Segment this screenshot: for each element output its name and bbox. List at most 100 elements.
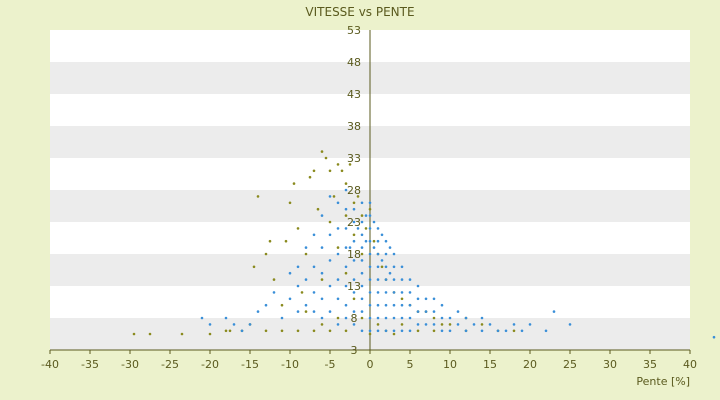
- data-point: [368, 316, 372, 320]
- data-point: [384, 329, 388, 333]
- data-point: [312, 233, 316, 237]
- data-point: [272, 291, 276, 294]
- data-point: [380, 265, 384, 269]
- x-tick-label: 0: [367, 358, 374, 371]
- data-point: [368, 332, 372, 336]
- data-point: [328, 233, 332, 237]
- data-point: [408, 303, 412, 307]
- y-tick-label: 33: [347, 152, 361, 165]
- data-point: [344, 316, 348, 320]
- data-point: [392, 332, 396, 336]
- data-point: [448, 329, 452, 333]
- data-point: [544, 329, 548, 333]
- data-point: [312, 329, 316, 333]
- data-point: [336, 163, 340, 166]
- data-point: [200, 316, 204, 320]
- data-point: [440, 323, 444, 326]
- data-point: [352, 297, 356, 301]
- data-point: [400, 303, 404, 307]
- data-point: [400, 278, 404, 281]
- data-point: [400, 265, 404, 269]
- data-point: [300, 291, 304, 294]
- data-point: [344, 182, 348, 185]
- data-point: [264, 303, 268, 307]
- data-point: [364, 214, 368, 217]
- data-point: [380, 233, 384, 237]
- data-point: [372, 239, 376, 243]
- data-point: [384, 265, 388, 269]
- data-point: [336, 252, 340, 256]
- data-point: [344, 246, 348, 249]
- data-point: [416, 297, 420, 301]
- x-tick-label: 30: [603, 358, 617, 371]
- data-point: [280, 303, 284, 307]
- y-tick-label: 8: [351, 312, 358, 325]
- data-point: [480, 329, 484, 333]
- data-point: [432, 329, 436, 333]
- data-point: [348, 246, 352, 249]
- data-point: [228, 329, 232, 333]
- data-point: [344, 227, 348, 230]
- data-point: [480, 323, 484, 326]
- data-point: [448, 323, 452, 326]
- data-point: [360, 214, 364, 217]
- data-point: [252, 265, 256, 269]
- data-point: [344, 284, 348, 288]
- data-point: [376, 291, 380, 294]
- data-point: [376, 239, 380, 243]
- data-point: [488, 323, 492, 326]
- data-point: [320, 323, 324, 326]
- data-point: [440, 303, 444, 307]
- data-point: [304, 246, 308, 249]
- data-point: [512, 329, 516, 333]
- data-point: [372, 220, 376, 224]
- data-point: [344, 271, 348, 275]
- data-point: [324, 156, 328, 160]
- data-point: [132, 332, 136, 336]
- data-points: [132, 150, 716, 339]
- data-point: [336, 323, 340, 326]
- data-point: [376, 323, 380, 326]
- data-point: [304, 252, 308, 256]
- data-point: [304, 310, 308, 313]
- data-point: [432, 310, 436, 313]
- x-tick-label: 40: [683, 358, 697, 371]
- data-point: [328, 195, 332, 198]
- data-point: [368, 291, 372, 294]
- data-point: [248, 323, 252, 326]
- data-point: [712, 335, 716, 339]
- data-point: [388, 246, 392, 249]
- data-point: [416, 323, 420, 326]
- data-point: [360, 233, 364, 237]
- data-point: [364, 227, 368, 230]
- x-tick-label: -15: [241, 358, 259, 371]
- data-point: [400, 323, 404, 326]
- data-point: [368, 278, 372, 281]
- data-point: [360, 201, 364, 205]
- data-point: [344, 303, 348, 307]
- data-point: [392, 303, 396, 307]
- data-point: [376, 329, 380, 333]
- data-point: [336, 316, 340, 320]
- data-point: [356, 195, 360, 198]
- x-tick-label: 5: [407, 358, 414, 371]
- data-point: [352, 220, 356, 224]
- x-tick-label: -25: [161, 358, 179, 371]
- data-point: [380, 259, 384, 262]
- data-point: [328, 259, 332, 262]
- data-point: [296, 284, 300, 288]
- x-tick-label: -30: [121, 358, 139, 371]
- data-point: [432, 323, 436, 326]
- data-point: [280, 329, 284, 333]
- data-point: [320, 214, 324, 217]
- x-tick-label: 35: [643, 358, 657, 371]
- y-tick-label: 3: [351, 344, 358, 357]
- data-point: [288, 201, 292, 205]
- data-point: [368, 239, 372, 243]
- y-tick-label: 18: [347, 248, 361, 261]
- data-point: [400, 297, 404, 301]
- data-point: [320, 278, 324, 281]
- data-point: [328, 310, 332, 313]
- data-point: [148, 332, 152, 336]
- data-point: [208, 332, 212, 336]
